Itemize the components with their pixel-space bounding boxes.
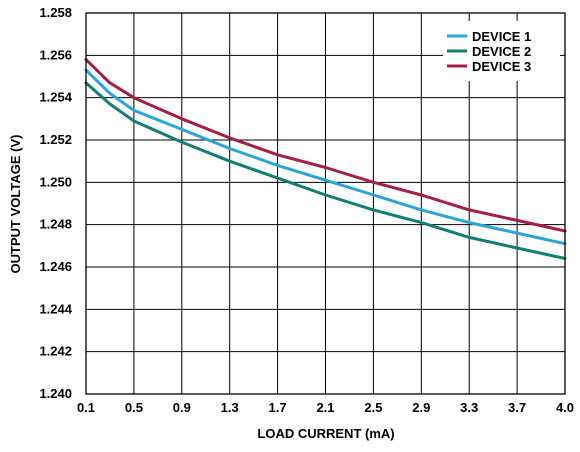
legend-label: DEVICE 1 [472, 29, 531, 44]
y-tick-labels: 1.240 1.242 1.244 1.246 1.248 1.250 1.252 1.254… [39, 5, 72, 401]
legend-label: DEVICE 2 [472, 44, 531, 59]
y-tick-label: 1.244 [39, 301, 72, 316]
y-tick-label: 1.258 [39, 5, 72, 20]
y-tick-label: 1.252 [39, 132, 72, 147]
x-tick-label: 2.1 [316, 400, 334, 415]
plot-frame [85, 12, 566, 395]
x-tick-label: 4.0 [556, 400, 574, 415]
x-axis-title: LOAD CURRENT (mA) [257, 426, 394, 441]
series-line-device-1 [84, 68, 567, 246]
series-line-device-2 [84, 81, 567, 260]
y-tick-label: 1.254 [39, 90, 72, 105]
x-tick-label: 2.5 [364, 400, 382, 415]
x-tick-label: 2.9 [412, 400, 430, 415]
x-tick-label: 0.9 [173, 400, 191, 415]
x-tick-label: 1.7 [269, 400, 287, 415]
x-tick-labels: 0.1 0.5 0.9 1.3 1.7 2.1 2.5 2.9 3.3 3.7 4.0 [77, 400, 574, 415]
y-tick-label: 1.250 [39, 174, 72, 189]
y-tick-label: 1.240 [39, 386, 72, 401]
y-tick-label: 1.242 [39, 344, 72, 359]
series-line-device-3 [84, 58, 567, 233]
y-tick-label: 1.246 [39, 259, 72, 274]
x-tick-label: 3.7 [508, 400, 526, 415]
x-tick-label: 0.5 [125, 400, 143, 415]
legend-label: DEVICE 3 [472, 59, 531, 74]
y-tick-label: 1.248 [39, 217, 72, 232]
series-lines [84, 58, 567, 260]
x-tick-label: 0.1 [77, 400, 95, 415]
y-tick-label: 1.256 [39, 47, 72, 62]
x-tick-label: 3.3 [460, 400, 478, 415]
y-axis-title: OUTPUT VOLTAGE (V) [8, 135, 23, 274]
x-tick-label: 1.3 [221, 400, 239, 415]
